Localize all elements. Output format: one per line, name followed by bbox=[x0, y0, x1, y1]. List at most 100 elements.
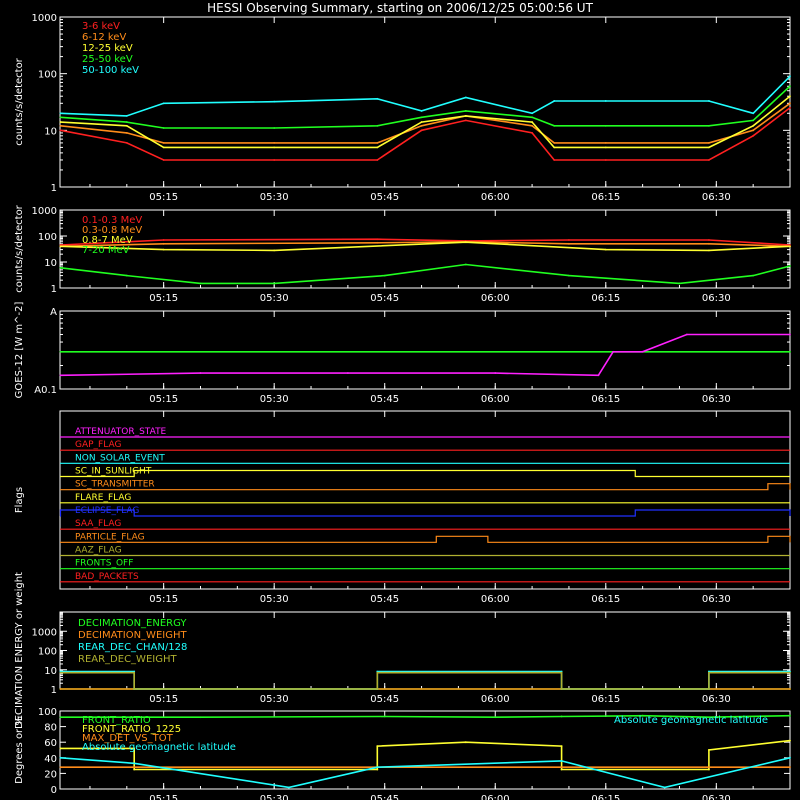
y-axis-label: counts/s/detector bbox=[14, 57, 25, 145]
panel-frame bbox=[59, 16, 791, 188]
flag-label: PARTICLE_FLAG bbox=[75, 532, 145, 542]
panel-frame bbox=[59, 310, 791, 390]
x-tick-label: 05:45 bbox=[370, 293, 399, 304]
data-point bbox=[273, 142, 276, 144]
data-point bbox=[708, 749, 710, 751]
data-point bbox=[560, 745, 563, 747]
flag-line bbox=[60, 469, 790, 478]
data-point bbox=[59, 121, 62, 123]
data-point bbox=[376, 97, 379, 100]
data-point bbox=[708, 242, 710, 245]
data-point bbox=[553, 159, 556, 161]
data-point bbox=[708, 142, 710, 144]
annotation: Absolute geomagnetic latitude bbox=[614, 715, 768, 726]
x-tick-label: 05:30 bbox=[260, 293, 289, 304]
x-tick-label: 06:00 bbox=[481, 394, 510, 405]
data-point bbox=[59, 244, 62, 246]
data-point bbox=[789, 106, 791, 109]
y-axis-label: Flags bbox=[14, 487, 25, 513]
data-point bbox=[346, 372, 349, 374]
data-point bbox=[604, 100, 607, 102]
y-tick-label: 1 bbox=[51, 685, 57, 696]
data-point bbox=[59, 129, 62, 132]
flag-label: ATTENUATOR_STATE bbox=[75, 427, 167, 437]
data-point bbox=[59, 766, 62, 769]
data-point bbox=[560, 688, 563, 690]
data-point bbox=[708, 688, 710, 690]
x-tick-label: 05:45 bbox=[370, 694, 399, 705]
flag-label: FLARE_FLAG bbox=[75, 493, 131, 503]
data-point bbox=[125, 142, 128, 144]
y-tick-label: 1000 bbox=[32, 13, 57, 24]
data-point bbox=[464, 119, 467, 122]
x-tick-label: 06:00 bbox=[481, 192, 510, 203]
data-point bbox=[494, 716, 497, 719]
data-point bbox=[133, 688, 136, 690]
y-tick-label: A bbox=[50, 307, 57, 318]
data-point bbox=[789, 244, 791, 246]
data-point bbox=[273, 127, 276, 129]
y-tick-label: 10 bbox=[44, 666, 57, 677]
data-point bbox=[376, 159, 379, 161]
y-tick-label: 10 bbox=[44, 126, 57, 137]
data-point bbox=[708, 146, 710, 149]
legend-entry: 7-20 MeV bbox=[82, 245, 130, 256]
flag-label: NON_SOLAR_EVENT bbox=[75, 453, 165, 463]
flag-label: AAZ_FLAG bbox=[75, 546, 122, 556]
data-point bbox=[59, 747, 62, 750]
data-point bbox=[494, 372, 497, 374]
legend-entry: REAR_DEC_CHAN/128 bbox=[78, 642, 187, 653]
data-point bbox=[133, 671, 136, 674]
data-point bbox=[464, 741, 467, 744]
x-tick-label: 06:15 bbox=[591, 794, 620, 800]
x-tick-label: 05:30 bbox=[260, 794, 289, 800]
data-point bbox=[553, 100, 556, 102]
legend-entry: FRONT_RATIO bbox=[82, 715, 151, 726]
data-point bbox=[125, 124, 128, 127]
data-point bbox=[59, 671, 62, 674]
data-point bbox=[59, 688, 62, 690]
data-point bbox=[789, 265, 791, 267]
series-line-3 bbox=[60, 263, 791, 285]
data-point bbox=[273, 159, 276, 161]
x-tick-label: 06:15 bbox=[591, 293, 620, 304]
data-point bbox=[464, 110, 467, 112]
panel-5: 05:15 05:30 05:45 06:00 06:15 06:30 Degrees or… bbox=[14, 707, 791, 800]
x-tick-label: 06:30 bbox=[702, 594, 731, 605]
data-point bbox=[708, 159, 710, 161]
y-tick-label: 1 bbox=[51, 284, 57, 295]
data-point bbox=[568, 239, 570, 241]
y-tick-label: 0 bbox=[51, 785, 57, 796]
data-point bbox=[199, 716, 202, 719]
panel-4: 05:15 05:30 05:45 06:00 06:15 06:30 DECIMATION… bbox=[14, 572, 791, 729]
data-point bbox=[789, 85, 791, 88]
data-point bbox=[59, 124, 62, 127]
data-point bbox=[752, 134, 755, 137]
flag-label: SC_TRANSMITTER bbox=[75, 480, 155, 490]
legend-entry: 0.8-7 MeV bbox=[82, 235, 133, 246]
data-point bbox=[789, 95, 791, 98]
flag-label: ECLIPSE_FLAG bbox=[75, 506, 139, 516]
panel-0: 05:15 05:30 05:45 06:00 06:15 06:30 counts/s/d… bbox=[14, 13, 791, 203]
data-point bbox=[464, 114, 467, 117]
data-point bbox=[641, 350, 644, 353]
flag-label: BAD_PACKETS bbox=[75, 572, 139, 582]
y-tick-label: 100 bbox=[38, 232, 57, 243]
data-point bbox=[708, 716, 710, 719]
data-point bbox=[383, 274, 386, 277]
data-point bbox=[597, 374, 600, 377]
data-point bbox=[162, 127, 165, 129]
data-point bbox=[199, 372, 202, 374]
x-tick-label: 05:45 bbox=[370, 594, 399, 605]
data-point bbox=[125, 132, 128, 134]
flag-line bbox=[59, 509, 791, 517]
x-tick-label: 06:30 bbox=[702, 293, 731, 304]
data-point bbox=[752, 129, 755, 132]
data-point bbox=[612, 350, 615, 353]
y-tick-label: 10 bbox=[44, 258, 57, 269]
data-point bbox=[708, 239, 710, 241]
data-point bbox=[288, 786, 290, 789]
data-point bbox=[133, 762, 136, 765]
data-point bbox=[376, 124, 379, 127]
